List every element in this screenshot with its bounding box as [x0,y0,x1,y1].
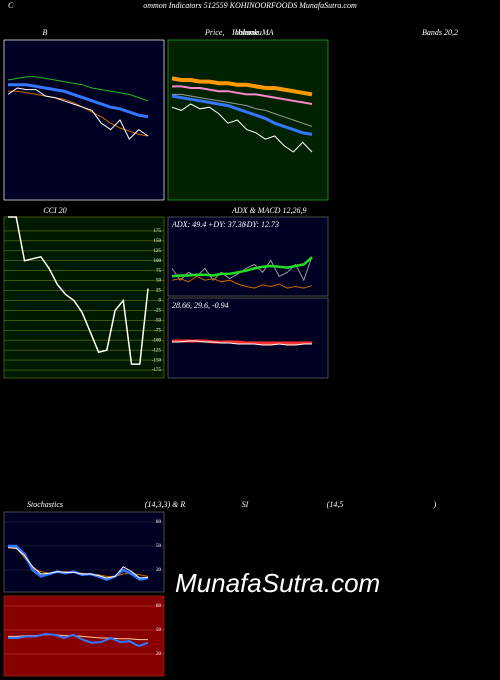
series-line [172,85,313,105]
panel [3,39,165,201]
panel [167,39,329,201]
label: Price, [204,28,224,37]
y-tick-label: 100 [154,259,162,264]
y-tick-label: 175 [154,229,162,234]
y-tick-label: -25 [154,309,161,314]
y-tick-label: 50 [156,279,162,284]
label: Bands 20,2 [422,28,458,37]
label: Stochastics [27,500,63,509]
y-tick-label: -125 [152,348,162,353]
label: CCI 20 [43,206,66,215]
label: MA [261,28,274,37]
series-line [8,83,149,119]
y-tick-label: -50 [154,318,161,323]
y-tick-label: 125 [154,249,162,254]
label: Volume [235,28,259,37]
y-tick-label: 80 [156,604,162,609]
y-tick-label: 20 [156,652,162,657]
panel [3,216,165,379]
y-tick-label: 150 [154,239,162,244]
label: (14,5 [327,500,344,509]
y-tick-label: 50 [156,544,162,549]
label: ommon Indicators 512559 KOHINOORFOODS Mu… [143,1,357,10]
annotation: ADX: 49.4 [171,220,206,229]
series-line [171,76,313,97]
label: SI [242,500,249,509]
y-tick-label: 0 [159,299,162,304]
series-line [171,94,313,136]
y-tick-label: -75 [154,328,161,333]
y-tick-label: 75 [156,269,162,274]
y-tick-label: 50 [156,628,162,633]
annotation: +DY: 37.38 [208,220,246,229]
series-line [172,340,312,346]
watermark: MunafaSutra.com [175,568,380,598]
label: ADX & MACD 12,26,9 [231,206,306,215]
y-tick-label: -100 [152,338,162,343]
series-line [7,547,149,579]
series-line [172,93,313,127]
series-line [171,256,313,278]
series-line [171,275,313,289]
series-line [7,76,149,102]
y-tick-label: -150 [152,358,162,363]
y-tick-label: 80 [156,520,162,525]
panel [167,297,329,379]
y-tick-label: 25 [156,289,162,294]
label: Ichimoku [231,28,262,37]
annotation: -DY: 12.73 [244,220,279,229]
label: (14,3,3) & R [145,500,186,509]
series-line [8,216,149,365]
y-tick-label: -175 [152,368,162,373]
panel [167,216,329,297]
label: C [8,1,14,10]
label: B [43,28,48,37]
series-line [8,632,149,648]
label: ) [433,500,437,509]
series-line [171,103,313,153]
y-tick-label: 20 [156,568,162,573]
annotation: 28.66, 29.6, -0.94 [172,301,229,310]
series-line [7,87,149,141]
